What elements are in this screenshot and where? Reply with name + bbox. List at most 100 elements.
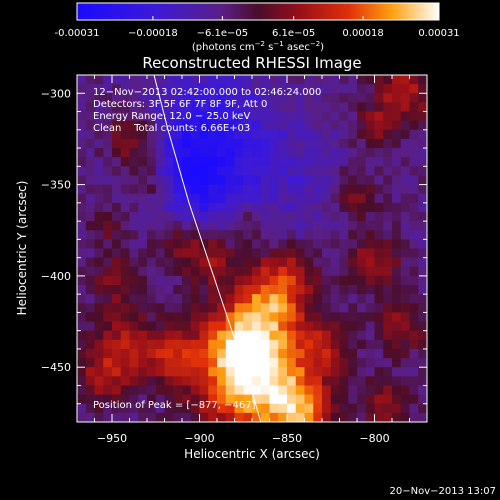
- heatmap-cell: [234, 385, 244, 396]
- heatmap-cell: [112, 202, 122, 213]
- heatmap-image: [77, 75, 427, 422]
- heatmap-cell: [330, 321, 341, 332]
- heatmap-cell: [85, 93, 96, 103]
- heatmap-cell: [94, 193, 104, 204]
- heatmap-cell: [252, 239, 262, 250]
- heatmap-cell: [173, 312, 183, 323]
- heatmap-cell: [199, 157, 209, 167]
- heatmap-cell: [330, 230, 341, 240]
- heatmap-cell: [374, 358, 384, 368]
- heatmap-cell: [85, 321, 96, 332]
- heatmap-cell: [400, 230, 411, 240]
- heatmap-cell: [243, 385, 253, 396]
- heatmap-cell: [138, 358, 148, 368]
- heatmap-cell: [199, 312, 209, 323]
- heatmap-cell: [260, 412, 271, 422]
- heatmap-cell: [409, 367, 419, 377]
- heatmap-cell: [164, 166, 174, 177]
- heatmap-cell: [348, 376, 358, 387]
- heatmap-cell: [243, 239, 253, 250]
- heatmap-cell: [348, 394, 358, 405]
- heatmap-cell: [295, 184, 306, 195]
- heatmap-cell: [409, 339, 419, 350]
- heatmap-cell: [269, 230, 279, 240]
- heatmap-cell: [304, 312, 314, 323]
- x-tick-label: −900: [184, 432, 214, 445]
- heatmap-cell: [392, 412, 402, 422]
- heatmap-cell: [173, 184, 183, 195]
- heatmap-cell: [190, 358, 201, 368]
- heatmap-cell: [147, 312, 157, 323]
- heatmap-cell: [147, 175, 157, 186]
- heatmap-cell: [217, 394, 227, 405]
- heatmap-cell: [85, 358, 96, 368]
- heatmap-cell: [155, 193, 166, 204]
- y-axis-ticks: −300−350−400−450: [41, 74, 427, 405]
- heatmap-cell: [234, 120, 244, 131]
- heatmap-cell: [269, 102, 279, 113]
- heatmap-cell: [287, 257, 297, 268]
- heatmap-cell: [182, 202, 192, 213]
- heatmap-cell: [173, 138, 183, 149]
- heatmap-cell: [199, 321, 209, 332]
- heatmap-cell: [120, 266, 131, 277]
- heatmap-cell: [103, 138, 113, 149]
- heatmap-cell: [418, 221, 427, 231]
- heatmap-cell: [357, 285, 367, 295]
- heatmap-cell: [85, 275, 96, 286]
- heatmap-cell: [190, 330, 201, 341]
- heatmap-cell: [190, 294, 201, 304]
- heatmap-cell: [357, 348, 367, 359]
- heatmap-cell: [374, 193, 384, 204]
- heatmap-cell: [199, 248, 209, 259]
- heatmap-cell: [269, 157, 279, 167]
- heatmap-cell: [304, 248, 314, 259]
- heatmap-cell: [243, 367, 253, 377]
- heatmap-cell: [120, 230, 131, 240]
- heatmap-cell: [278, 376, 288, 387]
- heatmap-cell: [357, 248, 367, 259]
- heatmap-cell: [164, 403, 174, 414]
- heatmap-cell: [138, 339, 148, 350]
- heatmap-cell: [409, 312, 419, 323]
- heatmap-cell: [304, 175, 314, 186]
- heatmap-cell: [287, 330, 297, 341]
- heatmap-cell: [418, 138, 427, 149]
- heatmap-cell: [339, 102, 349, 113]
- heatmap-cell: [278, 111, 288, 122]
- heatmap-cell: [400, 138, 411, 149]
- heatmap-cell: [322, 166, 332, 177]
- heatmap-cell: [77, 367, 87, 377]
- heatmap-cell: [269, 376, 279, 387]
- heatmap-cell: [155, 394, 166, 405]
- heatmap-cell: [164, 175, 174, 186]
- heatmap-cell: [225, 211, 236, 222]
- heatmap-cell: [374, 175, 384, 186]
- heatmap-cell: [164, 275, 174, 286]
- heatmap-cell: [147, 129, 157, 140]
- heatmap-cell: [182, 285, 192, 295]
- heatmap-cell: [348, 166, 358, 177]
- heatmap-cell: [164, 321, 174, 332]
- heatmap-cell: [208, 367, 218, 377]
- heatmap-cell: [409, 394, 419, 405]
- heatmap-cell: [400, 211, 411, 222]
- heatmap-cell: [383, 403, 393, 414]
- heatmap-cell: [409, 239, 419, 250]
- heatmap-cell: [234, 376, 244, 387]
- heatmap-cell: [129, 275, 139, 286]
- heatmap-cell: [295, 129, 306, 140]
- heatmap-cell: [77, 111, 87, 122]
- heatmap-cell: [278, 358, 288, 368]
- heatmap-cell: [243, 138, 253, 149]
- heatmap-cell: [295, 148, 306, 158]
- heatmap-cell: [269, 403, 279, 414]
- heatmap-cell: [190, 403, 201, 414]
- heatmap-cell: [409, 285, 419, 295]
- heatmap-cell: [409, 202, 419, 213]
- heatmap-cell: [234, 84, 244, 94]
- heatmap-cell: [103, 166, 113, 177]
- heatmap-cell: [94, 221, 104, 231]
- heatmap-cell: [199, 330, 209, 341]
- heatmap-cell: [313, 129, 323, 140]
